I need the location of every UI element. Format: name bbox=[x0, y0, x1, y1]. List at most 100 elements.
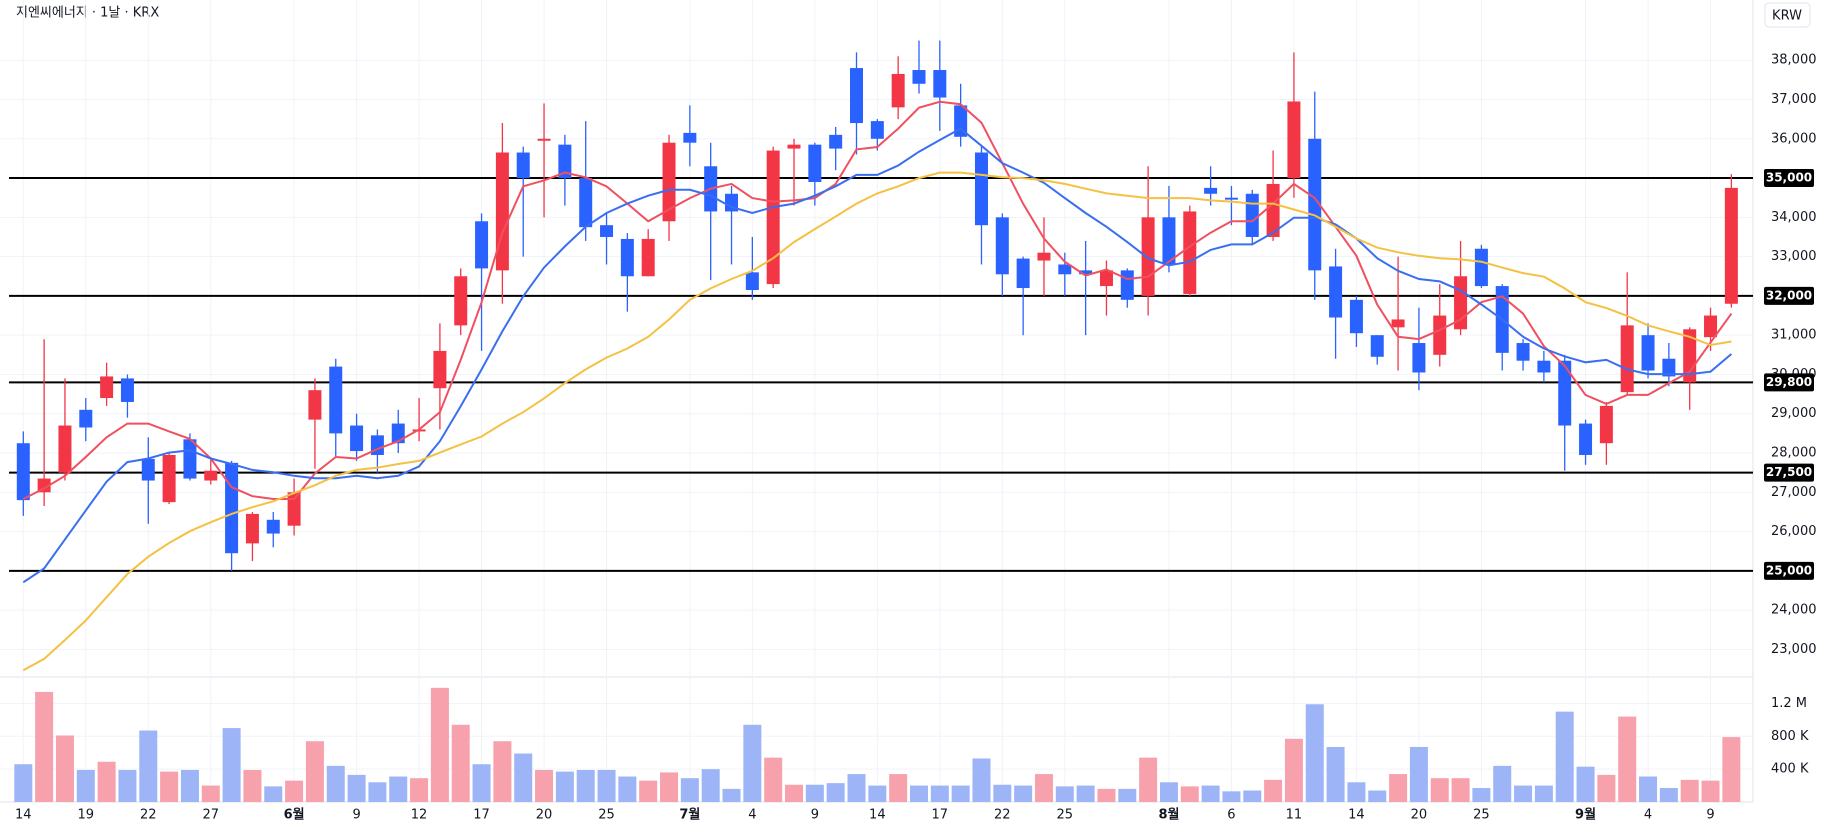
volume-bar bbox=[576, 769, 595, 802]
candle-body bbox=[933, 70, 947, 98]
volume-bar bbox=[305, 741, 324, 802]
candle-body bbox=[183, 439, 197, 479]
candle-body bbox=[1349, 299, 1363, 334]
candle-body bbox=[1683, 329, 1697, 383]
volume-bar bbox=[118, 769, 137, 802]
candle-body bbox=[995, 217, 1009, 275]
candle-body bbox=[266, 519, 280, 534]
volume-bar bbox=[1368, 790, 1387, 802]
volume-bar bbox=[1659, 788, 1678, 802]
candle-body bbox=[1058, 264, 1072, 275]
currency-label[interactable]: KRW bbox=[1772, 9, 1802, 24]
candle-body bbox=[1037, 252, 1051, 261]
volume-bar bbox=[1243, 790, 1262, 802]
candle-body bbox=[1245, 193, 1259, 237]
x-tick-label: 25 bbox=[598, 808, 615, 823]
candle-body bbox=[1224, 197, 1238, 200]
candle-body bbox=[1141, 217, 1155, 296]
candle-body bbox=[37, 478, 51, 493]
level-label-box bbox=[1764, 463, 1814, 482]
x-tick-label: 17 bbox=[473, 808, 490, 823]
candle-body bbox=[454, 276, 468, 326]
volume-bar bbox=[826, 783, 845, 802]
candle-body bbox=[1266, 183, 1280, 237]
volume-bar bbox=[1014, 785, 1033, 802]
volume-bar bbox=[555, 771, 574, 802]
level-label: 32,000 bbox=[1766, 288, 1812, 302]
volume-bar bbox=[1597, 774, 1616, 802]
x-tick-label: 27 bbox=[202, 808, 219, 823]
x-tick-label: 14 bbox=[869, 808, 886, 823]
candle-body bbox=[350, 425, 364, 452]
x-tick-label: 6 bbox=[1227, 808, 1235, 823]
volume-bar bbox=[410, 778, 429, 802]
x-tick-label: 4 bbox=[748, 808, 756, 823]
volume-bar bbox=[1284, 738, 1303, 802]
candle-body bbox=[1474, 248, 1488, 287]
volume-bar bbox=[1701, 780, 1720, 802]
volume-bar bbox=[785, 784, 804, 802]
candle-body bbox=[308, 390, 322, 420]
y-tick-label: 28,000 bbox=[1771, 446, 1817, 461]
volume-bar bbox=[1180, 786, 1199, 802]
volume-bar bbox=[1576, 766, 1595, 802]
volume-bar bbox=[1451, 778, 1470, 802]
level-label-box bbox=[1764, 286, 1814, 305]
volume-bar bbox=[1680, 779, 1699, 802]
level-label-box bbox=[1764, 561, 1814, 580]
candle-body bbox=[433, 350, 447, 389]
candle-body bbox=[1016, 258, 1030, 289]
volume-bar bbox=[660, 772, 679, 802]
volume-bar bbox=[1514, 785, 1533, 802]
candle-body bbox=[683, 132, 697, 143]
candle-body bbox=[1079, 270, 1093, 275]
volume-bar bbox=[1305, 704, 1324, 802]
volume-bar bbox=[743, 724, 762, 802]
volume-bar bbox=[1347, 782, 1366, 802]
volume-bar bbox=[701, 769, 720, 802]
candle-body bbox=[1516, 343, 1530, 361]
y-tick-label: 27,000 bbox=[1771, 485, 1817, 500]
candle-body bbox=[891, 73, 905, 108]
y-tick-label: 31,000 bbox=[1771, 328, 1817, 343]
candle-body bbox=[1704, 315, 1718, 338]
volume-bar bbox=[847, 774, 866, 802]
x-tick-label: 9 bbox=[811, 808, 819, 823]
volume-bar bbox=[35, 691, 54, 802]
y-tick-label: 38,000 bbox=[1771, 53, 1817, 68]
candle-body bbox=[954, 105, 968, 137]
x-tick-label: 22 bbox=[994, 808, 1011, 823]
candle-body bbox=[1662, 358, 1676, 377]
candle-body bbox=[1204, 187, 1218, 194]
candle-body bbox=[787, 144, 801, 149]
volume-bar bbox=[222, 728, 241, 802]
x-tick-label: 14 bbox=[15, 808, 32, 823]
candle-body bbox=[829, 134, 843, 149]
candle-body bbox=[1308, 138, 1322, 271]
volume-bar bbox=[55, 735, 74, 802]
candle-body bbox=[1120, 270, 1134, 300]
candle-body bbox=[558, 144, 572, 179]
volume-bar bbox=[76, 769, 95, 802]
candle-body bbox=[79, 409, 93, 428]
candle-body bbox=[870, 121, 884, 139]
x-tick-label: 12 bbox=[411, 808, 428, 823]
candle-body bbox=[662, 142, 676, 222]
volume-bar bbox=[889, 774, 908, 802]
candle-body bbox=[1287, 101, 1301, 179]
volume-bar bbox=[1618, 716, 1637, 802]
volume-bar bbox=[1534, 785, 1553, 802]
level-label: 25,000 bbox=[1766, 563, 1812, 577]
y-tick-label: 24,000 bbox=[1771, 603, 1817, 618]
currency-button[interactable] bbox=[1764, 2, 1811, 28]
x-tick-label: 9월 bbox=[1575, 807, 1596, 823]
x-tick-label: 19 bbox=[78, 808, 95, 823]
candle-body bbox=[579, 178, 593, 228]
volume-bar bbox=[1159, 782, 1178, 802]
y-tick-label: 36,000 bbox=[1771, 131, 1817, 146]
candle-body bbox=[1183, 211, 1197, 294]
volume-tick-label: 400 K bbox=[1771, 762, 1809, 777]
candle-body bbox=[850, 68, 863, 124]
